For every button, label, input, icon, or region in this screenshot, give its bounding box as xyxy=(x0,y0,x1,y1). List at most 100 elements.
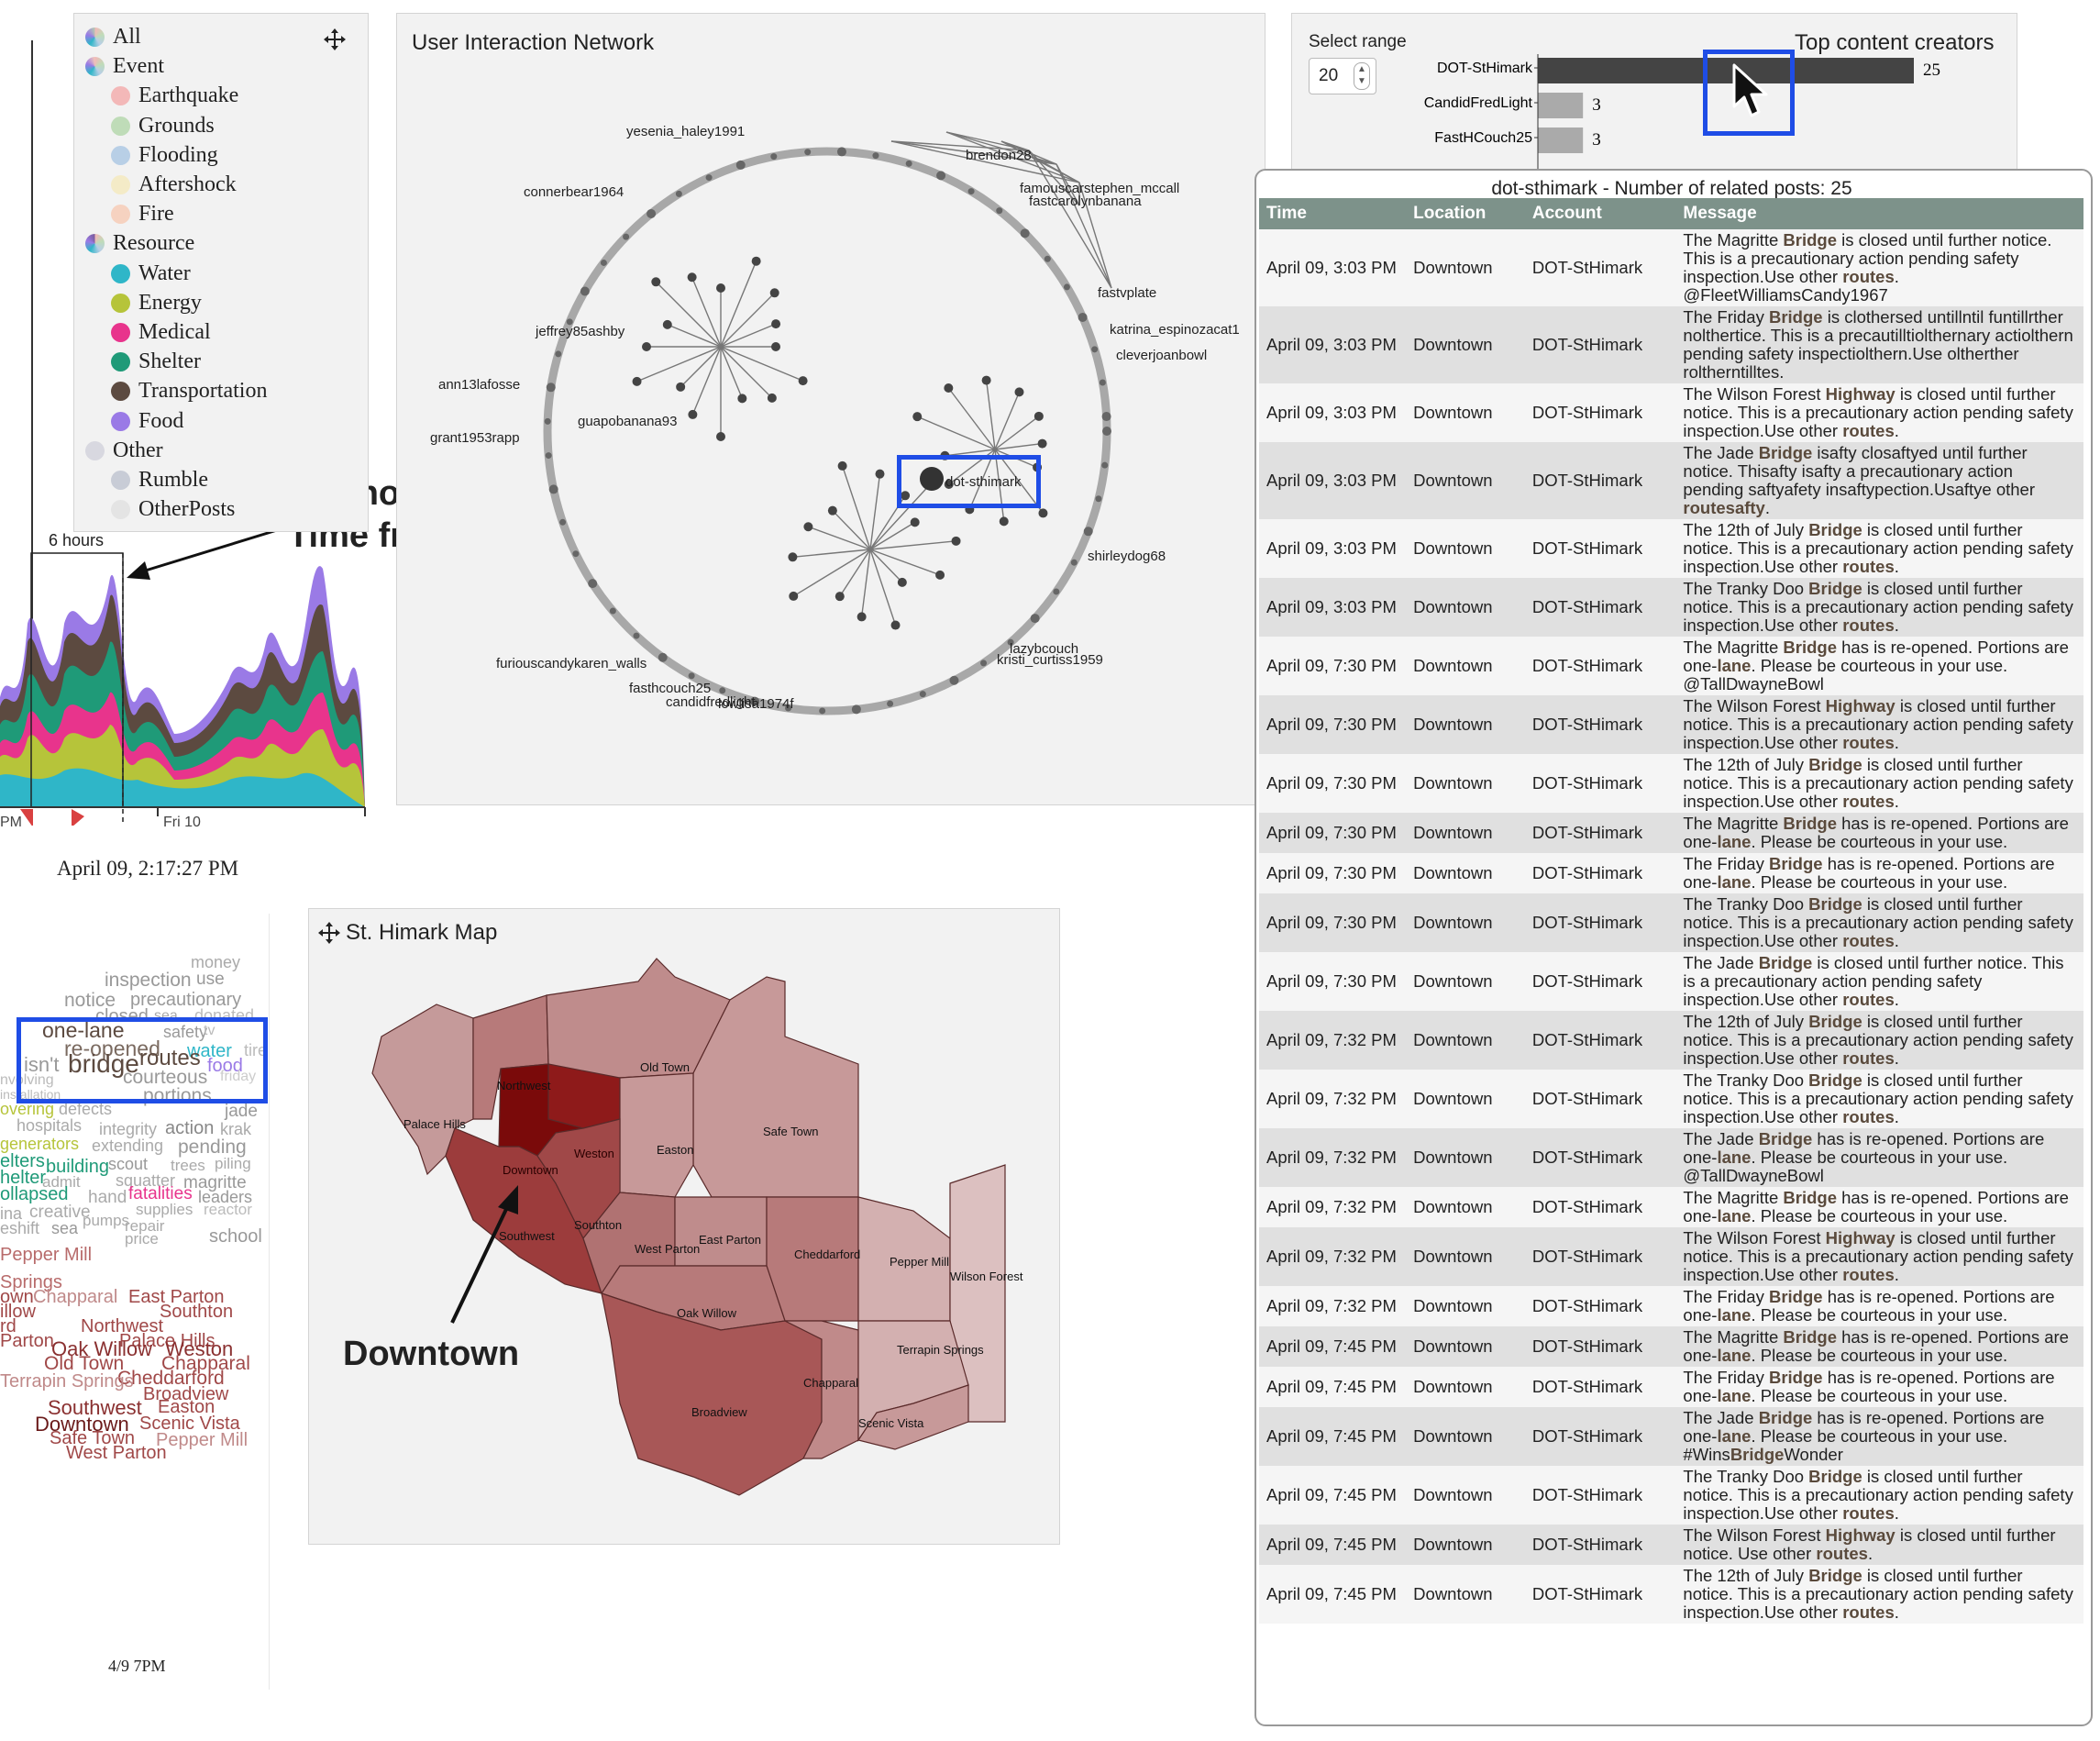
word-cloud-term[interactable]: Terrapin Springs xyxy=(0,1371,134,1392)
network-ring-node[interactable] xyxy=(887,700,894,707)
word-cloud-term[interactable]: Safe Town xyxy=(50,1428,136,1448)
word-cloud-term[interactable]: re-opened xyxy=(64,1037,160,1060)
word-cloud-term[interactable]: generators xyxy=(0,1135,80,1153)
move-icon[interactable] xyxy=(316,920,342,946)
network-node[interactable] xyxy=(716,432,725,441)
legend-item-shelter[interactable]: Shelter xyxy=(111,349,201,374)
word-cloud-term[interactable]: piling xyxy=(215,1155,251,1172)
table-row[interactable]: April 09, 7:30 PM Downtown DOT-StHimark The… xyxy=(1259,637,2083,695)
network-ring-node[interactable] xyxy=(851,704,861,715)
network-ring-node[interactable] xyxy=(675,190,682,197)
network-ring-node[interactable] xyxy=(548,484,558,494)
network-node[interactable] xyxy=(642,342,651,351)
word-cloud-term[interactable]: isn't xyxy=(24,1053,60,1076)
network-ring-node[interactable] xyxy=(1101,461,1109,469)
network-node[interactable] xyxy=(769,288,779,298)
word-cloud-term[interactable]: ina xyxy=(0,1204,23,1223)
table-row[interactable]: April 09, 7:45 PM Downtown DOT-StHimark The… xyxy=(1259,1367,2083,1407)
word-cloud-term[interactable]: magritte xyxy=(183,1173,247,1192)
word-cloud-term[interactable]: krak xyxy=(220,1120,252,1138)
network-user-label[interactable]: jeffrey85ashby xyxy=(535,324,625,339)
network-user-label[interactable]: lowlisa1974f xyxy=(718,696,794,712)
legend-item-grounds[interactable]: Grounds xyxy=(111,114,215,139)
network-ring-node[interactable] xyxy=(936,171,946,181)
network-node[interactable] xyxy=(676,382,686,392)
network-node[interactable] xyxy=(767,393,777,403)
word-cloud-term[interactable]: food xyxy=(207,1056,243,1076)
word-cloud-term[interactable]: courteous xyxy=(123,1067,208,1088)
column-header-time[interactable]: Time xyxy=(1259,198,1407,229)
network-node[interactable] xyxy=(1014,387,1024,397)
network-user-label[interactable]: fastcarolynbanana xyxy=(1029,194,1142,209)
network-ring-node[interactable] xyxy=(633,632,640,639)
network-ring-node[interactable] xyxy=(1030,614,1040,624)
network-node[interactable] xyxy=(951,536,961,546)
network-node[interactable] xyxy=(1038,508,1048,518)
word-cloud-term[interactable]: routes xyxy=(139,1046,201,1070)
network-user-label[interactable]: furiouscandykaren_walls xyxy=(496,656,647,671)
network-node[interactable] xyxy=(798,376,808,386)
network-user-label[interactable]: cleverjoanbowl xyxy=(1116,348,1207,363)
network-ring-node[interactable] xyxy=(544,417,551,425)
word-cloud-term[interactable]: West Parton xyxy=(66,1443,167,1463)
network-ring-node[interactable] xyxy=(572,550,580,558)
legend-item-medical[interactable]: Medical xyxy=(111,320,211,345)
word-cloud[interactable]: money inspection use notice precautionary clo… xyxy=(0,954,269,1504)
word-cloud-term[interactable]: repair xyxy=(125,1217,165,1235)
word-cloud-term[interactable]: use xyxy=(196,970,225,989)
network-user-label[interactable]: brendon28 xyxy=(966,148,1032,163)
network-node[interactable] xyxy=(651,277,661,287)
word-cloud-term[interactable]: extending xyxy=(92,1137,164,1155)
word-cloud-term[interactable]: Northwest xyxy=(81,1316,164,1336)
network-ring-node[interactable] xyxy=(919,691,926,698)
word-cloud-term[interactable]: inspection xyxy=(105,970,192,991)
word-cloud-term[interactable]: scout xyxy=(108,1155,149,1173)
word-cloud-term[interactable]: money xyxy=(191,954,241,971)
word-cloud-term[interactable]: action xyxy=(165,1118,215,1138)
network-node[interactable] xyxy=(901,491,911,501)
network-ring-node[interactable] xyxy=(658,652,668,662)
network-node[interactable] xyxy=(771,342,780,351)
legend-item-transportation[interactable]: Transportation xyxy=(111,379,267,404)
network-node[interactable] xyxy=(716,283,725,293)
network-ring-node[interactable] xyxy=(1099,379,1106,386)
network-ring-node[interactable] xyxy=(1102,427,1111,436)
word-cloud-term[interactable]: Chapparal xyxy=(33,1287,118,1307)
network-node[interactable] xyxy=(751,256,761,266)
network-ring-node[interactable] xyxy=(1091,346,1099,353)
word-cloud-term[interactable]: bridge xyxy=(68,1049,139,1078)
word-cloud-term[interactable]: Southwest xyxy=(48,1396,142,1419)
network-ring-node[interactable] xyxy=(872,152,879,160)
legend-item-resource[interactable]: Resource xyxy=(85,231,194,256)
network-ring-node[interactable] xyxy=(1101,412,1111,422)
word-cloud-term[interactable]: helter xyxy=(0,1168,47,1188)
network-node[interactable] xyxy=(1033,411,1044,421)
network-node[interactable] xyxy=(789,591,799,601)
network-ring-node[interactable] xyxy=(996,207,1003,215)
legend-item-all[interactable]: All xyxy=(85,25,141,50)
word-cloud-term[interactable]: jade xyxy=(225,1102,258,1121)
network-node[interactable] xyxy=(687,272,697,283)
network-ring-node[interactable] xyxy=(1007,638,1014,646)
network-user-label[interactable]: ann13lafosse xyxy=(438,377,520,393)
word-cloud-term[interactable]: pending xyxy=(178,1137,247,1158)
stepper-arrows-icon[interactable]: ▲ ▼ xyxy=(1354,62,1370,90)
table-row[interactable]: April 09, 3:03 PM Downtown DOT-StHimark The… xyxy=(1259,578,2083,637)
word-cloud-term[interactable]: school xyxy=(209,1226,262,1247)
creator-bar[interactable] xyxy=(1538,58,1914,83)
word-cloud-term[interactable]: Pepper Mill xyxy=(156,1430,249,1450)
word-cloud-term[interactable]: Oak Willow xyxy=(51,1337,153,1360)
network-ring-node[interactable] xyxy=(905,160,912,167)
legend-item-rumble[interactable]: Rumble xyxy=(111,468,208,493)
network-node[interactable] xyxy=(897,577,907,587)
table-row[interactable]: April 09, 7:30 PM Downtown DOT-StHimark The… xyxy=(1259,893,2083,952)
word-cloud-term[interactable]: hospitals xyxy=(17,1116,83,1135)
word-cloud-term[interactable]: hand xyxy=(88,1188,127,1207)
network-node[interactable] xyxy=(827,505,837,516)
word-cloud-term[interactable]: Easton xyxy=(158,1397,216,1417)
word-cloud-term[interactable]: ollapsed xyxy=(0,1184,69,1204)
table-row[interactable]: April 09, 7:45 PM Downtown DOT-StHimark The… xyxy=(1259,1565,2083,1624)
network-ring-node[interactable] xyxy=(566,318,573,326)
network-ring-node[interactable] xyxy=(980,660,988,667)
table-row[interactable]: April 09, 3:03 PM Downtown DOT-StHimark The… xyxy=(1259,306,2083,383)
